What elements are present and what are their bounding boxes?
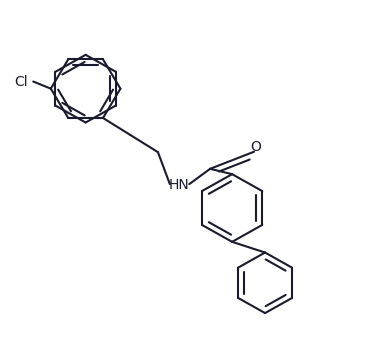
Text: O: O bbox=[251, 140, 261, 154]
Text: HN: HN bbox=[169, 178, 189, 192]
Text: Cl: Cl bbox=[15, 75, 28, 89]
